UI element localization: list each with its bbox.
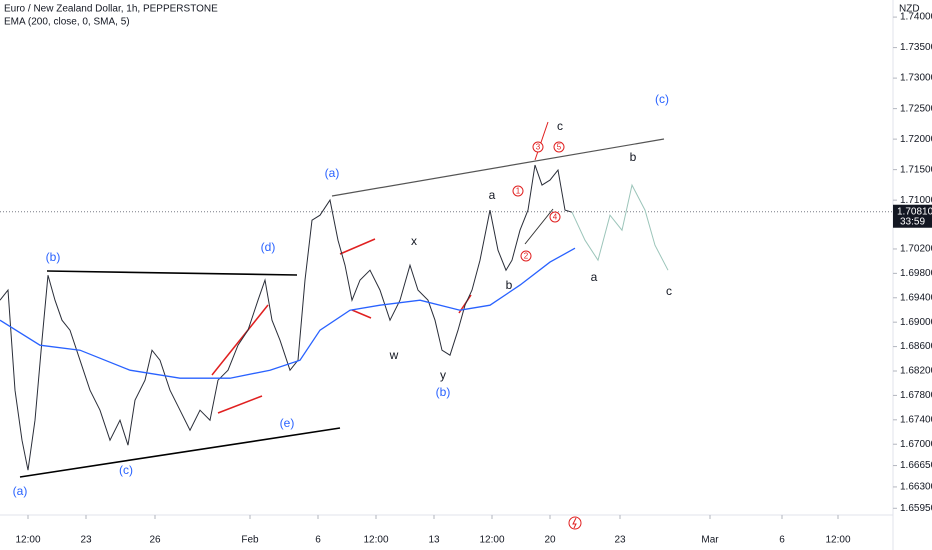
trendline [351,309,372,319]
trendline [211,304,269,376]
wave-marker [532,141,544,153]
trendline [46,270,298,276]
y-tick-label: 1.69000 [900,317,932,328]
countdown-label: 33:59 [900,216,925,227]
wave-label: 3 [536,143,541,152]
x-tick-label: 13 [428,535,440,546]
indicator-label: EMA (200, close, 0, SMA, 5) [4,17,130,28]
y-tick-label: 1.68600 [900,341,932,352]
y-tick-label: 1.73500 [900,42,932,53]
wave-marker [520,250,532,262]
wave-label: x [411,234,417,248]
x-tick-label: 6 [779,535,785,546]
y-tick-label: 1.74000 [900,12,932,23]
wave-label: 1 [516,187,521,196]
wave-marker [553,141,565,153]
wave-label: a [591,270,598,284]
y-tick-label: 1.67000 [900,439,932,450]
x-tick-label: Feb [241,535,259,546]
wave-label: a [489,188,496,202]
y-tick-label: 1.71500 [900,164,932,175]
wave-label: (a) [13,484,28,498]
y-tick-label: 1.73000 [900,73,932,84]
y-tick-label: 1.68200 [900,366,932,377]
icon-circle[interactable] [568,516,582,530]
x-tick-label: 12:00 [479,535,504,546]
y-tick-label: 1.65950 [900,503,932,514]
wave-label: 4 [553,213,558,222]
chart-title: Euro / New Zealand Dollar, 1h, PEPPERSTO… [4,4,218,15]
x-tick-label: 6 [315,535,321,546]
trendline [339,238,376,255]
wave-label: c [557,119,563,133]
x-tick-label: 12:00 [15,535,40,546]
y-tick-label: 1.72500 [900,103,932,114]
last-price-label: 1.70810 [897,206,932,217]
y-tick-label: 1.67800 [900,390,932,401]
x-tick-label: 12:00 [825,535,850,546]
y-tick-label: 1.70200 [900,244,932,255]
x-tick-label: Mar [701,535,719,546]
icon-bolt[interactable] [572,517,577,529]
x-tick-label: 23 [80,535,92,546]
y-tick-label: 1.71000 [900,195,932,206]
trendline [524,208,554,245]
wave-label: b [630,150,637,164]
x-tick-label: 12:00 [363,535,388,546]
series-line [571,183,669,271]
last-price-box [893,204,932,228]
y-tick-label: 1.66650 [900,460,932,471]
wave-marker [512,185,524,197]
trendlines [19,121,665,478]
wave-label: b [506,278,513,292]
trendline [19,427,341,478]
x-tick-label: 23 [614,535,626,546]
wave-marker [549,211,561,223]
currency-label: NZD [899,4,920,15]
wave-label: (e) [280,416,295,430]
trendline [217,395,263,414]
wave-label: y [440,368,446,382]
series-line [0,164,573,471]
wave-label: 2 [524,252,529,261]
y-tick-label: 1.66300 [900,482,932,493]
series-line [0,247,576,379]
wave-label: w [389,348,399,362]
trendline [534,121,549,161]
y-tick-label: 1.67400 [900,414,932,425]
x-tick-label: 20 [544,535,556,546]
wave-label: c [666,284,672,298]
wave-label: (b) [436,385,451,399]
trendline [331,138,665,197]
wave-label: (c) [655,92,669,106]
wave-label: 5 [557,143,562,152]
wave-label: (a) [325,166,340,180]
y-tick-label: 1.69400 [900,292,932,303]
x-tick-label: 26 [149,535,161,546]
wave-label: (c) [119,463,133,477]
y-tick-label: 1.72000 [900,134,932,145]
y-tick-label: 1.69800 [900,268,932,279]
replay-icon[interactable] [568,516,582,530]
wave-label: (b) [46,250,61,264]
wave-label: (d) [261,240,276,254]
